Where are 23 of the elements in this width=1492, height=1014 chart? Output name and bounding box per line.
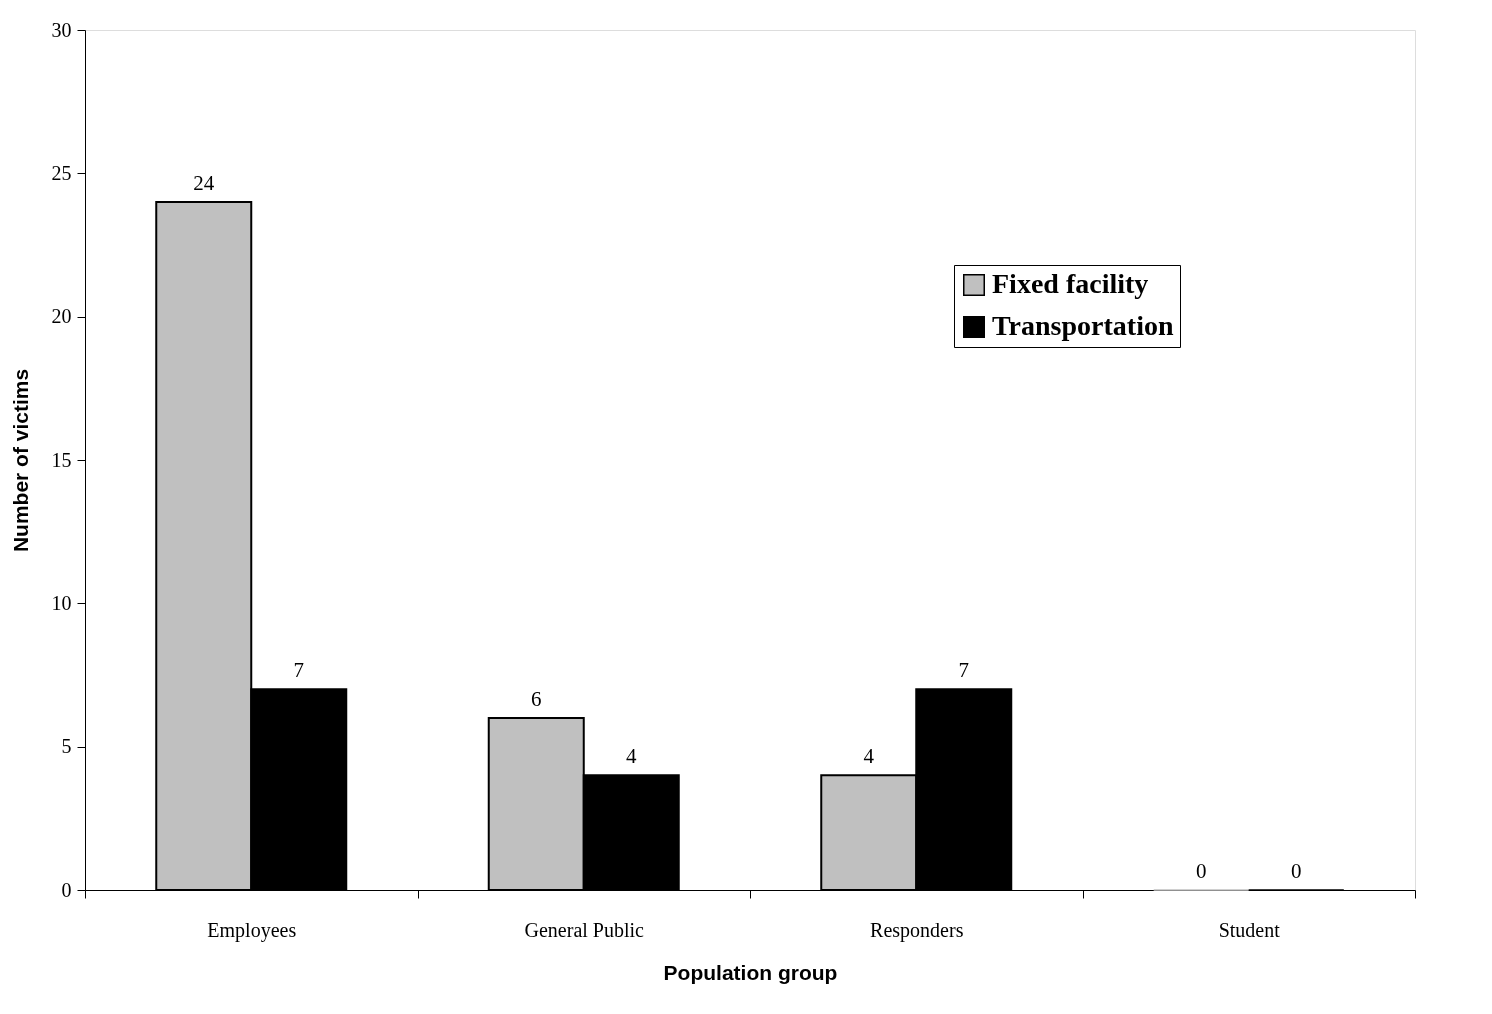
x-tick-label: Employees (207, 918, 297, 942)
y-tick-label: 30 (51, 18, 72, 41)
y-tick-label: 10 (51, 591, 72, 614)
data-label: 0 (1196, 859, 1207, 883)
legend-label: Fixed facility (992, 268, 1149, 299)
data-label: 7 (293, 658, 304, 683)
x-tick-label: Student (1218, 918, 1281, 941)
y-tick-label: 5 (61, 735, 72, 758)
y-tick-label: 25 (51, 161, 72, 184)
data-label: 4 (863, 744, 875, 769)
legend-label: Transportation (992, 310, 1174, 341)
y-tick-label: 0 (61, 878, 72, 901)
x-axis-title: Population group (663, 960, 838, 984)
y-axis-title: Number of victims (8, 368, 32, 553)
data-label: 0 (1291, 859, 1302, 883)
y-tick-label: 15 (51, 448, 72, 471)
y-tick-label: 20 (51, 305, 72, 328)
data-label: 4 (626, 744, 637, 769)
x-tick-label: Responders (870, 918, 964, 942)
data-label: 6 (531, 687, 542, 711)
data-label: 7 (958, 658, 969, 683)
x-tick-label: General Public (524, 918, 645, 941)
data-label: 24 (193, 171, 215, 195)
